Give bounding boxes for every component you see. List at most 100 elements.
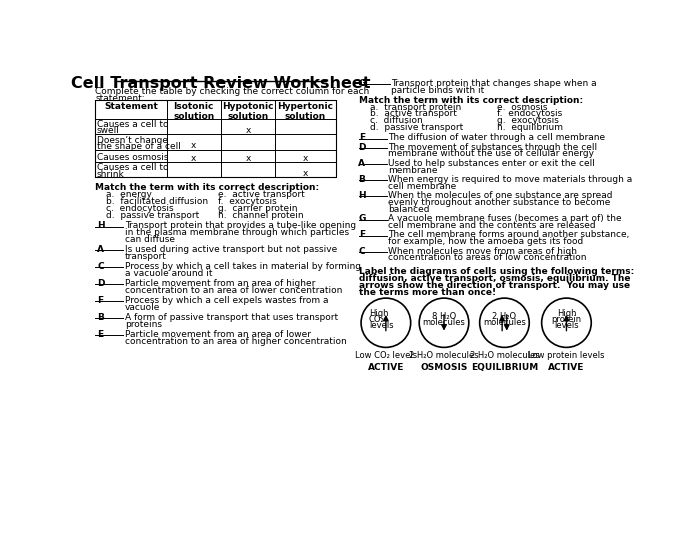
- Text: proteins: proteins: [125, 320, 162, 329]
- Text: diffusion, active transport, osmosis, equilibrium. The: diffusion, active transport, osmosis, eq…: [358, 274, 630, 284]
- Text: F: F: [359, 231, 365, 239]
- Text: levels: levels: [554, 321, 579, 330]
- Text: h.  equilibrium: h. equilibrium: [497, 123, 563, 132]
- Text: ACTIVE: ACTIVE: [368, 363, 404, 372]
- Text: d.  passive transport: d. passive transport: [106, 211, 199, 220]
- Text: membrane: membrane: [389, 166, 438, 174]
- Text: Complete the table by checking the correct column for each: Complete the table by checking the corre…: [95, 87, 370, 96]
- Text: concentration to an area of lower concentration: concentration to an area of lower concen…: [125, 286, 342, 295]
- Text: E: E: [359, 133, 365, 143]
- Text: The cell membrane forms around another substance,: The cell membrane forms around another s…: [389, 231, 629, 239]
- Text: Is used during active transport but not passive: Is used during active transport but not …: [125, 245, 337, 254]
- Text: 2 H₂O: 2 H₂O: [492, 312, 517, 321]
- Text: Match the term with its correct description:: Match the term with its correct descript…: [95, 184, 319, 192]
- Text: x: x: [191, 141, 197, 150]
- Text: arrows show the direction of transport.  You may use: arrows show the direction of transport. …: [358, 281, 630, 290]
- Text: f.  exocytosis: f. exocytosis: [218, 197, 276, 206]
- Text: membrane without the use of cellular energy: membrane without the use of cellular ene…: [389, 150, 594, 159]
- Text: Low CO₂ levels: Low CO₂ levels: [355, 351, 417, 360]
- Text: B: B: [358, 175, 365, 184]
- Text: Causes osmosis: Causes osmosis: [97, 153, 168, 161]
- Circle shape: [419, 298, 469, 347]
- Text: h.  channel protein: h. channel protein: [218, 211, 303, 220]
- Text: G: G: [358, 214, 365, 223]
- Text: the shape of a cell: the shape of a cell: [97, 142, 181, 151]
- Text: EQUILIBRIUM: EQUILIBRIUM: [471, 363, 538, 372]
- Text: molecules: molecules: [483, 318, 526, 327]
- Text: F: F: [97, 296, 104, 305]
- Text: D: D: [97, 279, 104, 288]
- Text: particle binds with it: particle binds with it: [391, 85, 484, 94]
- Text: OSMOSIS: OSMOSIS: [420, 363, 468, 372]
- Text: 8 H₂O: 8 H₂O: [432, 312, 456, 321]
- Text: C: C: [358, 247, 365, 255]
- Text: g.  exocytosis: g. exocytosis: [497, 117, 559, 125]
- Text: A form of passive transport that uses transport: A form of passive transport that uses tr…: [125, 313, 338, 322]
- Circle shape: [361, 298, 411, 347]
- Text: When molecules move from areas of high: When molecules move from areas of high: [389, 247, 578, 255]
- Text: When energy is required to move materials through a: When energy is required to move material…: [389, 175, 633, 184]
- Text: 2 H₂O molecules: 2 H₂O molecules: [410, 351, 479, 360]
- Text: Hypertonic
solution: Hypertonic solution: [277, 102, 333, 121]
- Text: concentration to an area of higher concentration: concentration to an area of higher conce…: [125, 336, 346, 346]
- Text: The movement of substances through the cell: The movement of substances through the c…: [389, 143, 597, 152]
- Text: in the plasma membrane through which particles: in the plasma membrane through which par…: [125, 228, 349, 237]
- Text: cell membrane and the contents are released: cell membrane and the contents are relea…: [389, 221, 596, 230]
- Text: H: H: [97, 221, 104, 230]
- Text: concentration to areas of low concentration: concentration to areas of low concentrat…: [389, 253, 587, 262]
- Text: High: High: [369, 309, 389, 318]
- Text: Statement: Statement: [104, 102, 158, 111]
- Text: G: G: [358, 79, 365, 87]
- Text: levels: levels: [369, 321, 393, 330]
- Text: When the molecules of one substance are spread: When the molecules of one substance are …: [389, 191, 612, 200]
- Text: balanced: balanced: [389, 205, 430, 214]
- Text: Hypotonic
solution: Hypotonic solution: [222, 102, 274, 121]
- Text: The diffusion of water through a cell membrane: The diffusion of water through a cell me…: [389, 133, 606, 143]
- Text: a.  transport protein: a. transport protein: [370, 103, 461, 112]
- Text: Low protein levels: Low protein levels: [528, 351, 605, 360]
- Text: e.  active transport: e. active transport: [218, 190, 304, 199]
- Text: Process by which a cell takes in material by forming: Process by which a cell takes in materia…: [125, 262, 360, 271]
- Text: H: H: [358, 191, 365, 200]
- Text: c.  diffusion: c. diffusion: [370, 117, 422, 125]
- Text: Transport protein that changes shape when a: Transport protein that changes shape whe…: [391, 79, 597, 87]
- Text: x: x: [245, 126, 251, 134]
- Text: Transport protein that provides a tube-like opening: Transport protein that provides a tube-l…: [125, 221, 356, 230]
- Text: A: A: [97, 245, 104, 254]
- Text: g.  carrier protein: g. carrier protein: [218, 204, 298, 213]
- Text: x: x: [302, 168, 308, 178]
- Text: A: A: [358, 159, 365, 168]
- Text: cell membrane: cell membrane: [389, 182, 456, 191]
- Text: Causes a cell to: Causes a cell to: [97, 120, 168, 129]
- Text: protein: protein: [552, 315, 582, 324]
- Text: a vacuole around it: a vacuole around it: [125, 269, 212, 278]
- Text: e.  osmosis: e. osmosis: [497, 103, 547, 112]
- Text: vacuole: vacuole: [125, 303, 160, 312]
- Text: d.  passive transport: d. passive transport: [370, 123, 463, 132]
- Text: Particle movement from an area of higher: Particle movement from an area of higher: [125, 279, 315, 288]
- Text: swell: swell: [97, 126, 120, 136]
- Text: C: C: [97, 262, 104, 271]
- Text: x: x: [245, 154, 251, 163]
- Text: A vacuole membrane fuses (becomes a part of) the: A vacuole membrane fuses (becomes a part…: [389, 214, 622, 223]
- Circle shape: [480, 298, 529, 347]
- Text: Process by which a cell expels wastes from a: Process by which a cell expels wastes fr…: [125, 296, 328, 305]
- Text: 2 H₂O molecules: 2 H₂O molecules: [470, 351, 539, 360]
- Text: c.  endocytosis: c. endocytosis: [106, 204, 174, 213]
- Text: x: x: [302, 154, 308, 163]
- Text: E: E: [97, 330, 104, 339]
- Text: Match the term with its correct description:: Match the term with its correct descript…: [358, 96, 583, 105]
- Text: Doesn’t change: Doesn’t change: [97, 136, 168, 145]
- Text: can diffuse: can diffuse: [125, 235, 175, 244]
- Text: the terms more than once!: the terms more than once!: [358, 288, 496, 297]
- Text: transport: transport: [125, 252, 167, 261]
- Text: Cell Transport Review Worksheet: Cell Transport Review Worksheet: [71, 76, 370, 91]
- Circle shape: [542, 298, 592, 347]
- Text: Used to help substances enter or exit the cell: Used to help substances enter or exit th…: [389, 159, 595, 168]
- Text: x: x: [191, 154, 197, 163]
- Text: b.  active transport: b. active transport: [370, 110, 456, 118]
- Text: B: B: [97, 313, 104, 322]
- Text: CO₂: CO₂: [369, 315, 384, 324]
- Bar: [95, 100, 335, 177]
- Text: for example, how the amoeba gets its food: for example, how the amoeba gets its foo…: [389, 237, 584, 246]
